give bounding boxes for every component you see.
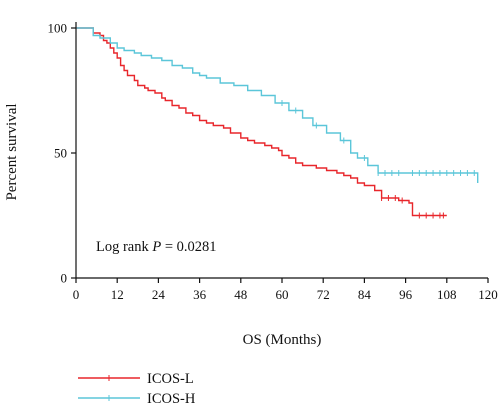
- legend-item-ICOS-L: ICOS-L: [78, 371, 194, 387]
- y-tick-label: 100: [48, 21, 68, 36]
- x-tick-label: 0: [73, 287, 80, 302]
- legend-label: ICOS-H: [147, 391, 196, 407]
- y-tick-label: 50: [54, 146, 67, 161]
- x-tick-label: 96: [399, 287, 413, 302]
- x-axis-title: OS (Months): [243, 332, 322, 348]
- log-rank-annotation: Log rank P = 0.0281: [96, 239, 217, 255]
- series-ICOS-H: [76, 27, 479, 183]
- plot-area: [76, 27, 479, 219]
- axes: [71, 22, 489, 283]
- x-tick-label: 60: [276, 287, 289, 302]
- series-ICOS-L: [76, 27, 447, 219]
- legend: ICOS-L ICOS-H: [78, 371, 196, 407]
- x-tick-label: 108: [437, 287, 457, 302]
- log-rank-prefix: Log rank: [96, 239, 152, 255]
- x-tick-label: 120: [478, 287, 498, 302]
- x-tick-label: 24: [152, 287, 166, 302]
- x-tick-label: 72: [317, 287, 330, 302]
- x-tick-label: 12: [111, 287, 124, 302]
- legend-item-ICOS-H: ICOS-H: [78, 391, 196, 407]
- x-tick-label: 36: [193, 287, 207, 302]
- survival-curve-ICOS-L: [76, 27, 447, 217]
- log-rank-value: = 0.0281: [161, 239, 216, 255]
- log-rank-p: P: [151, 239, 161, 255]
- x-tick-label: 48: [234, 287, 247, 302]
- y-axis-title: Percent survival: [4, 103, 20, 200]
- y-tick-label: 0: [61, 271, 68, 286]
- survival-curve-ICOS-H: [76, 27, 479, 183]
- x-tick-label: 84: [358, 287, 372, 302]
- legend-label: ICOS-L: [147, 371, 194, 387]
- axis-labels: 0 50 100 0 12 24 36 48 60 72 84 96 108 120: [48, 21, 498, 303]
